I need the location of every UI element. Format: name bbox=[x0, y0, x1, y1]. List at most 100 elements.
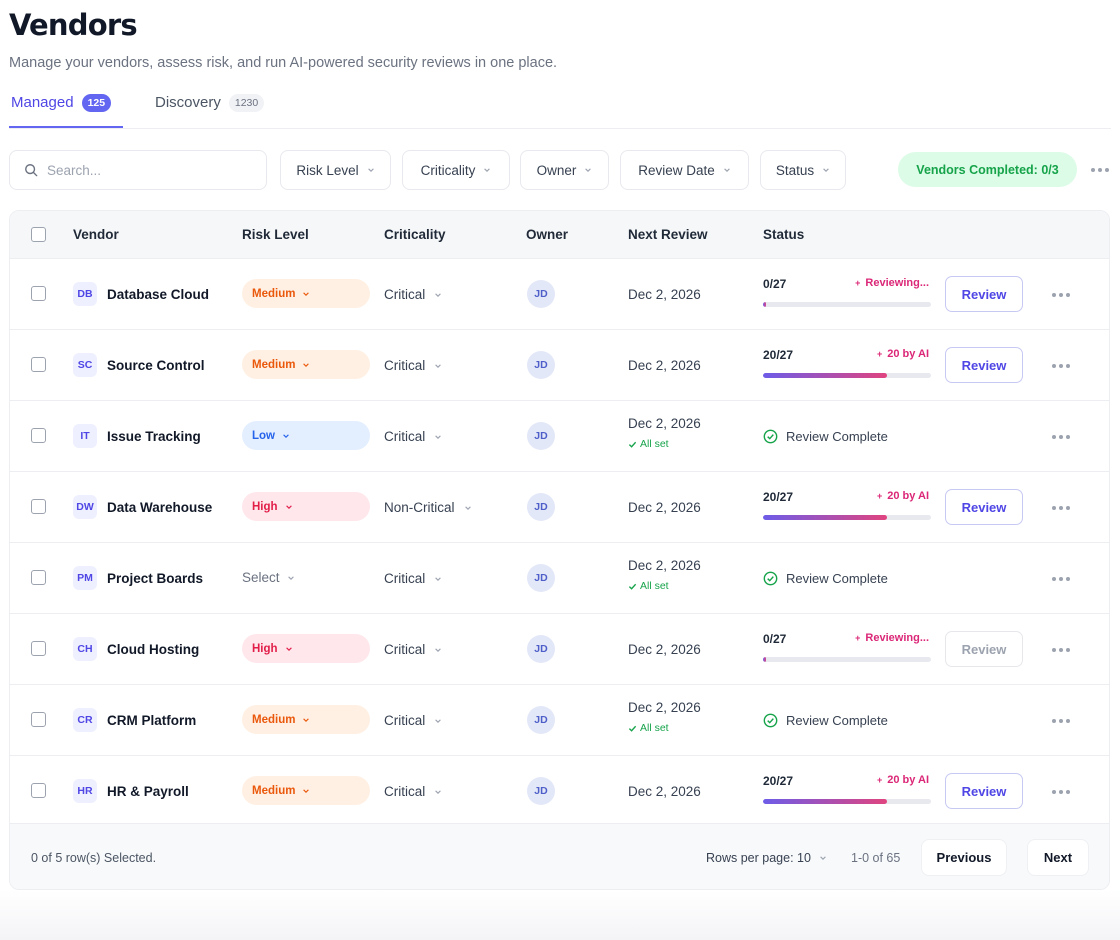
filter-status[interactable]: Status bbox=[760, 150, 846, 190]
owner-avatar[interactable]: JD bbox=[527, 564, 555, 592]
criticality-select[interactable]: Critical bbox=[384, 543, 442, 614]
chevron-down-icon bbox=[585, 168, 592, 172]
row-more-button[interactable] bbox=[1052, 431, 1076, 443]
row-more-button[interactable] bbox=[1052, 289, 1076, 301]
owner-avatar[interactable]: JD bbox=[527, 777, 555, 805]
table-row[interactable]: IT Issue Tracking Low Critical JD Dec 2, 2026… bbox=[10, 401, 1109, 472]
owner-avatar[interactable]: JD bbox=[527, 706, 555, 734]
criticality-select[interactable]: Non-Critical bbox=[384, 472, 472, 543]
row-checkbox[interactable] bbox=[31, 428, 46, 443]
search-box[interactable] bbox=[9, 150, 267, 190]
progress-bar-fill bbox=[763, 373, 888, 378]
toolbar-more-button[interactable] bbox=[1087, 160, 1113, 180]
column-owner[interactable]: Owner bbox=[526, 227, 569, 242]
table-row[interactable]: SC Source Control Medium Critical JD Dec 2, 2… bbox=[10, 330, 1109, 401]
table-body: DB Database Cloud Medium Critical JD Dec 2, 2… bbox=[10, 259, 1109, 827]
column-risk-level[interactable]: Risk Level bbox=[242, 227, 309, 242]
risk-level-select[interactable]: Medium bbox=[242, 350, 370, 379]
row-checkbox[interactable] bbox=[31, 570, 46, 585]
search-input[interactable] bbox=[47, 162, 247, 178]
next-page-button[interactable]: Next bbox=[1027, 839, 1089, 876]
row-more-button[interactable] bbox=[1052, 360, 1076, 372]
row-more-button[interactable] bbox=[1052, 644, 1076, 656]
table-row[interactable]: CH Cloud Hosting High Critical JD Dec 2, 2026… bbox=[10, 614, 1109, 685]
column-next-review[interactable]: Next Review bbox=[628, 227, 708, 242]
risk-level-select[interactable]: Select bbox=[242, 563, 370, 592]
review-button[interactable]: Review bbox=[945, 773, 1023, 809]
table-row[interactable]: DB Database Cloud Medium Critical JD Dec 2, 2… bbox=[10, 259, 1109, 330]
risk-level-select[interactable]: High bbox=[242, 634, 370, 663]
chevron-down-icon bbox=[435, 789, 442, 794]
row-checkbox[interactable] bbox=[31, 357, 46, 372]
risk-level-value: Medium bbox=[252, 784, 296, 797]
column-criticality[interactable]: Criticality bbox=[384, 227, 446, 242]
progress-count: 20/27 bbox=[763, 490, 794, 504]
chevron-down-icon bbox=[285, 646, 292, 651]
review-button[interactable]: Review bbox=[945, 489, 1023, 525]
vendor-name[interactable]: Issue Tracking bbox=[107, 429, 201, 444]
column-status[interactable]: Status bbox=[763, 227, 805, 242]
risk-level-select[interactable]: Low bbox=[242, 421, 370, 450]
vendor-name[interactable]: Cloud Hosting bbox=[107, 642, 200, 657]
risk-level-select[interactable]: Medium bbox=[242, 776, 370, 805]
tab-discovery[interactable]: Discovery 1230 bbox=[153, 92, 265, 128]
page-bottom-fade bbox=[0, 890, 1120, 940]
criticality-select[interactable]: Critical bbox=[384, 330, 442, 401]
owner-avatar[interactable]: JD bbox=[527, 635, 555, 663]
owner-avatar[interactable]: JD bbox=[527, 493, 555, 521]
toolbar: Risk Level Criticality Owner Review Date Sta… bbox=[9, 150, 1111, 190]
table-row[interactable]: CR CRM Platform Medium Critical JD Dec 2, 202… bbox=[10, 685, 1109, 756]
vendor-name[interactable]: Project Boards bbox=[107, 571, 204, 586]
row-checkbox[interactable] bbox=[31, 783, 46, 798]
chevron-down-icon bbox=[435, 647, 442, 652]
vendor-name[interactable]: Source Control bbox=[107, 358, 205, 373]
previous-page-button[interactable]: Previous bbox=[921, 839, 1007, 876]
vendor-name[interactable]: Database Cloud bbox=[107, 287, 210, 302]
rows-per-page-select[interactable]: Rows per page: 10 bbox=[706, 824, 827, 889]
vendor-name[interactable]: Data Warehouse bbox=[107, 500, 213, 515]
filter-owner[interactable]: Owner bbox=[520, 150, 609, 190]
criticality-select[interactable]: Critical bbox=[384, 756, 442, 827]
criticality-select[interactable]: Critical bbox=[384, 401, 442, 472]
table-row[interactable]: PM Project Boards Select Critical JD Dec 2, 2… bbox=[10, 543, 1109, 614]
row-checkbox[interactable] bbox=[31, 499, 46, 514]
criticality-select[interactable]: Critical bbox=[384, 614, 442, 685]
filter-label: Review Date bbox=[638, 162, 715, 178]
row-more-button[interactable] bbox=[1052, 786, 1076, 798]
review-button[interactable]: Review bbox=[945, 347, 1023, 383]
table-row[interactable]: DW Data Warehouse High Non-Critical JD Dec 2,… bbox=[10, 472, 1109, 543]
row-more-button[interactable] bbox=[1052, 573, 1076, 585]
tab-managed[interactable]: Managed 125 bbox=[9, 92, 123, 128]
more-horizontal-icon bbox=[1091, 168, 1095, 172]
vendor-name[interactable]: HR & Payroll bbox=[107, 784, 189, 799]
row-checkbox[interactable] bbox=[31, 641, 46, 656]
risk-level-select[interactable]: Medium bbox=[242, 279, 370, 308]
column-vendor[interactable]: Vendor bbox=[73, 227, 119, 242]
vendor-name[interactable]: CRM Platform bbox=[107, 713, 197, 728]
row-more-button[interactable] bbox=[1052, 502, 1076, 514]
filter-criticality[interactable]: Criticality bbox=[402, 150, 510, 190]
vendors-table: Vendor Risk Level Criticality Owner Next… bbox=[9, 210, 1110, 890]
owner-avatar[interactable]: JD bbox=[527, 351, 555, 379]
filter-review-date[interactable]: Review Date bbox=[620, 150, 749, 190]
pagination-range: 1-0 of 65 bbox=[851, 851, 901, 865]
criticality-select[interactable]: Critical bbox=[384, 259, 442, 330]
dot bbox=[1066, 577, 1070, 581]
vendor-avatar: CR bbox=[73, 708, 97, 732]
table-row[interactable]: HR HR & Payroll Medium Critical JD Dec 2, 202… bbox=[10, 756, 1109, 827]
criticality-select[interactable]: Critical bbox=[384, 685, 442, 756]
all-set-label: All set bbox=[640, 580, 669, 592]
select-all-checkbox[interactable] bbox=[31, 227, 46, 242]
risk-level-select[interactable]: Medium bbox=[242, 705, 370, 734]
row-checkbox[interactable] bbox=[31, 286, 46, 301]
owner-avatar[interactable]: JD bbox=[527, 280, 555, 308]
vendor-avatar: SC bbox=[73, 353, 97, 377]
review-button[interactable]: Review bbox=[945, 276, 1023, 312]
page-title: Vendors bbox=[9, 8, 138, 42]
filter-risk-level[interactable]: Risk Level bbox=[280, 150, 391, 190]
row-more-button[interactable] bbox=[1052, 715, 1076, 727]
review-button[interactable]: Review bbox=[945, 631, 1023, 667]
owner-avatar[interactable]: JD bbox=[527, 422, 555, 450]
risk-level-select[interactable]: High bbox=[242, 492, 370, 521]
row-checkbox[interactable] bbox=[31, 712, 46, 727]
